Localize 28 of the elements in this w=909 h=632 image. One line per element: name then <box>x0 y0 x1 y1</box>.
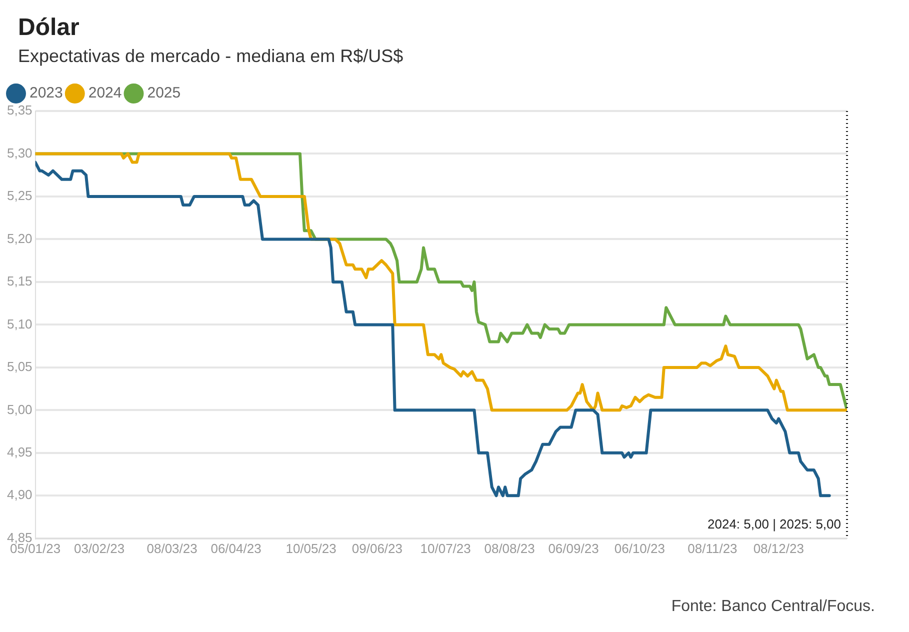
x-tick-label: 06/10/23 <box>614 540 665 556</box>
x-tick-label: 08/11/23 <box>688 540 738 556</box>
x-tick-label: 10/07/23 <box>420 540 471 556</box>
x-tick-label: 03/02/23 <box>74 540 125 556</box>
x-tick-label: 08/03/23 <box>146 540 198 556</box>
y-tick-label: 5,00 <box>6 402 32 417</box>
x-tick-label: 09/06/23 <box>352 540 402 556</box>
x-tick-label: 06/09/23 <box>548 540 599 556</box>
y-tick-label: 5,10 <box>6 316 32 332</box>
legend-label: 2023 <box>30 84 63 102</box>
x-tick-label: 10/05/23 <box>286 540 336 556</box>
legend-label: 2024 <box>88 84 122 102</box>
x-tick-label: 06/04/23 <box>210 540 262 556</box>
y-tick-label: 5,35 <box>6 102 32 118</box>
y-tick-label: 4,90 <box>6 487 32 502</box>
x-tick-label: 08/12/23 <box>753 540 804 556</box>
ref-line-label: 2024: 5,00 | 2025: 5,00 <box>708 516 842 532</box>
x-tick-label: 08/08/23 <box>484 540 535 556</box>
source-note: Fonte: Banco Central/Focus. <box>671 598 875 616</box>
chart-subtitle: Expectativas de mercado - mediana em R$/US$ <box>18 46 404 67</box>
y-tick-label: 5,20 <box>6 230 32 246</box>
y-tick-label: 5,30 <box>6 145 32 160</box>
chart-title: Dólar <box>18 14 80 42</box>
y-tick-label: 5,15 <box>6 274 32 289</box>
legend-label: 2025 <box>147 84 181 102</box>
y-tick-label: 5,25 <box>6 188 32 204</box>
y-tick-label: 5,05 <box>6 359 32 374</box>
y-tick-label: 4,95 <box>6 444 32 460</box>
